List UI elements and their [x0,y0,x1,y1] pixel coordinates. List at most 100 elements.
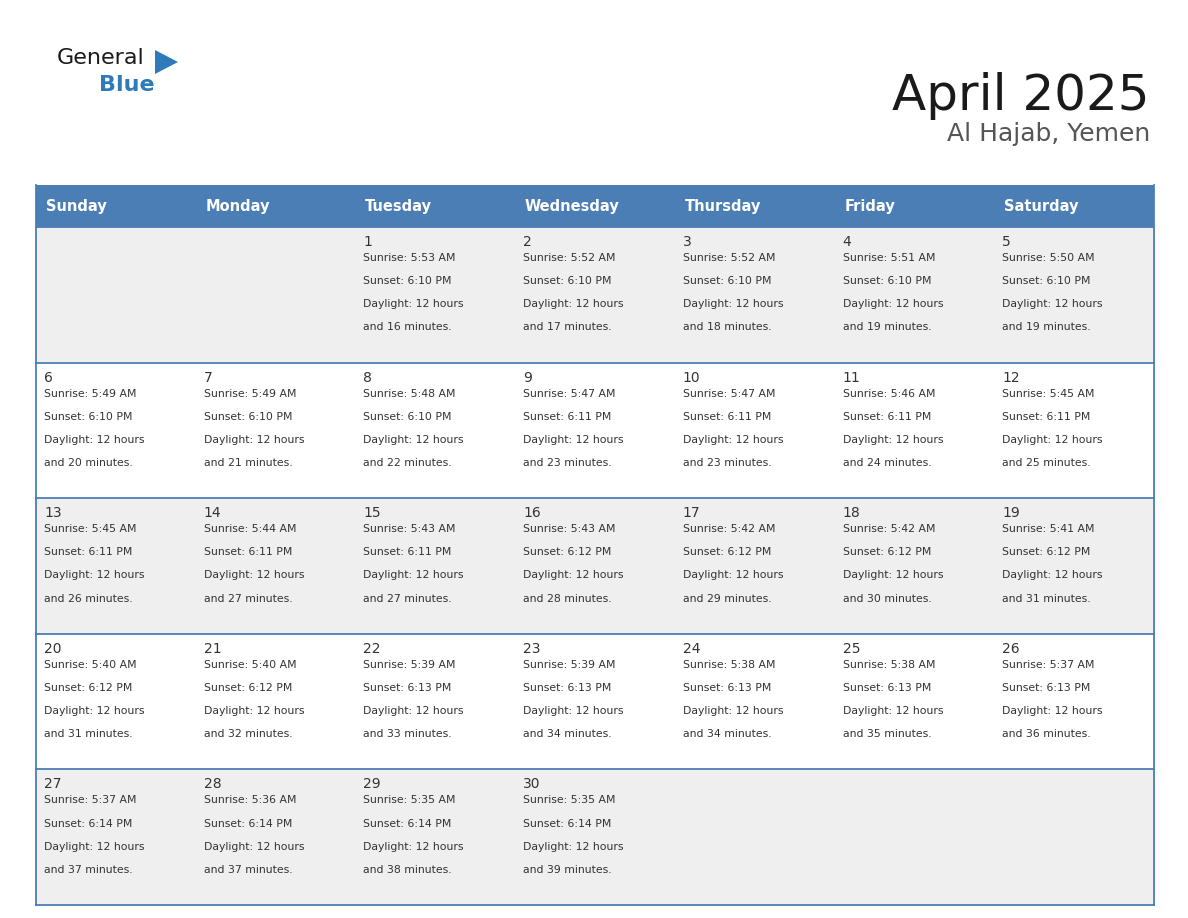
Text: 27: 27 [44,778,62,791]
Text: Sunset: 6:14 PM: Sunset: 6:14 PM [203,819,292,829]
Polygon shape [154,50,178,74]
Text: Friday: Friday [845,198,895,214]
Text: and 28 minutes.: and 28 minutes. [523,594,612,603]
Text: Daylight: 12 hours: Daylight: 12 hours [1003,435,1102,445]
Text: Sunset: 6:13 PM: Sunset: 6:13 PM [523,683,612,693]
Text: Daylight: 12 hours: Daylight: 12 hours [203,842,304,852]
Text: Sunrise: 5:41 AM: Sunrise: 5:41 AM [1003,524,1095,534]
Text: and 29 minutes.: and 29 minutes. [683,594,771,603]
Text: and 26 minutes.: and 26 minutes. [44,594,133,603]
Text: Sunset: 6:13 PM: Sunset: 6:13 PM [683,683,771,693]
Text: Daylight: 12 hours: Daylight: 12 hours [364,299,465,309]
Text: Sunset: 6:11 PM: Sunset: 6:11 PM [364,547,451,557]
Text: Sunset: 6:14 PM: Sunset: 6:14 PM [364,819,451,829]
Bar [994,185,1154,227]
Text: 1: 1 [364,235,372,249]
Text: Sunset: 6:14 PM: Sunset: 6:14 PM [44,819,132,829]
Text: Sunrise: 5:53 AM: Sunrise: 5:53 AM [364,253,456,263]
Text: Sunrise: 5:50 AM: Sunrise: 5:50 AM [1003,253,1095,263]
Text: and 34 minutes.: and 34 minutes. [523,729,612,739]
Text: Daylight: 12 hours: Daylight: 12 hours [683,435,783,445]
Text: and 37 minutes.: and 37 minutes. [44,865,133,875]
Text: Sunset: 6:12 PM: Sunset: 6:12 PM [203,683,292,693]
Text: and 22 minutes.: and 22 minutes. [364,458,453,468]
Text: Sunrise: 5:46 AM: Sunrise: 5:46 AM [842,388,935,398]
Text: Sunday: Sunday [45,198,107,214]
Text: Daylight: 12 hours: Daylight: 12 hours [44,706,145,716]
Text: Daylight: 12 hours: Daylight: 12 hours [44,435,145,445]
Text: and 36 minutes.: and 36 minutes. [1003,729,1091,739]
Text: Daylight: 12 hours: Daylight: 12 hours [523,706,624,716]
Text: Sunset: 6:12 PM: Sunset: 6:12 PM [44,683,132,693]
Text: 17: 17 [683,506,701,521]
Text: Sunrise: 5:37 AM: Sunrise: 5:37 AM [1003,660,1095,670]
Text: 11: 11 [842,371,860,385]
Text: Sunset: 6:11 PM: Sunset: 6:11 PM [1003,411,1091,421]
Text: 16: 16 [523,506,541,521]
Text: Sunset: 6:10 PM: Sunset: 6:10 PM [364,411,451,421]
Text: Sunset: 6:10 PM: Sunset: 6:10 PM [44,411,133,421]
Text: Sunset: 6:10 PM: Sunset: 6:10 PM [683,276,771,286]
Text: 7: 7 [203,371,213,385]
Text: Sunrise: 5:52 AM: Sunrise: 5:52 AM [683,253,776,263]
Text: and 25 minutes.: and 25 minutes. [1003,458,1091,468]
Text: Daylight: 12 hours: Daylight: 12 hours [523,842,624,852]
Text: Daylight: 12 hours: Daylight: 12 hours [683,299,783,309]
Text: and 23 minutes.: and 23 minutes. [683,458,771,468]
Text: Sunrise: 5:52 AM: Sunrise: 5:52 AM [523,253,615,263]
Text: Sunset: 6:13 PM: Sunset: 6:13 PM [842,683,931,693]
Text: Sunrise: 5:48 AM: Sunrise: 5:48 AM [364,388,456,398]
Text: 29: 29 [364,778,381,791]
Text: and 34 minutes.: and 34 minutes. [683,729,771,739]
Text: Monday: Monday [206,198,270,214]
Text: and 30 minutes.: and 30 minutes. [842,594,931,603]
Bar [675,185,835,227]
Text: Sunrise: 5:40 AM: Sunrise: 5:40 AM [44,660,137,670]
Text: Thursday: Thursday [684,198,760,214]
Text: Sunset: 6:11 PM: Sunset: 6:11 PM [203,547,292,557]
Text: 6: 6 [44,371,52,385]
Text: Daylight: 12 hours: Daylight: 12 hours [203,435,304,445]
Text: and 32 minutes.: and 32 minutes. [203,729,292,739]
Text: Sunrise: 5:43 AM: Sunrise: 5:43 AM [523,524,615,534]
Text: Daylight: 12 hours: Daylight: 12 hours [364,435,465,445]
Text: Sunrise: 5:45 AM: Sunrise: 5:45 AM [44,524,137,534]
Text: Sunrise: 5:43 AM: Sunrise: 5:43 AM [364,524,456,534]
Text: 21: 21 [203,642,221,655]
Text: Sunrise: 5:35 AM: Sunrise: 5:35 AM [364,795,456,805]
Text: 30: 30 [523,778,541,791]
Text: Daylight: 12 hours: Daylight: 12 hours [683,570,783,580]
Text: Blue: Blue [99,75,154,95]
Text: Saturday: Saturday [1004,198,1079,214]
Text: Sunrise: 5:40 AM: Sunrise: 5:40 AM [203,660,296,670]
Text: Sunset: 6:10 PM: Sunset: 6:10 PM [1003,276,1091,286]
Text: 14: 14 [203,506,221,521]
Text: Sunset: 6:10 PM: Sunset: 6:10 PM [523,276,612,286]
Text: and 16 minutes.: and 16 minutes. [364,322,453,332]
Text: 10: 10 [683,371,701,385]
Text: General: General [57,48,145,68]
Text: and 20 minutes.: and 20 minutes. [44,458,133,468]
Bar [516,185,675,227]
Text: Daylight: 12 hours: Daylight: 12 hours [44,842,145,852]
Text: Sunrise: 5:39 AM: Sunrise: 5:39 AM [364,660,456,670]
Text: Sunrise: 5:42 AM: Sunrise: 5:42 AM [842,524,935,534]
Text: 22: 22 [364,642,381,655]
Text: 20: 20 [44,642,62,655]
Text: Sunrise: 5:49 AM: Sunrise: 5:49 AM [203,388,296,398]
Text: and 18 minutes.: and 18 minutes. [683,322,771,332]
Text: Sunrise: 5:42 AM: Sunrise: 5:42 AM [683,524,776,534]
Text: Sunrise: 5:37 AM: Sunrise: 5:37 AM [44,795,137,805]
Bar [36,498,1154,633]
Text: 12: 12 [1003,371,1019,385]
Bar [36,227,1154,363]
Bar [36,769,1154,905]
Text: Daylight: 12 hours: Daylight: 12 hours [203,570,304,580]
Text: and 35 minutes.: and 35 minutes. [842,729,931,739]
Text: Sunset: 6:11 PM: Sunset: 6:11 PM [842,411,931,421]
Text: Sunrise: 5:39 AM: Sunrise: 5:39 AM [523,660,615,670]
Text: and 21 minutes.: and 21 minutes. [203,458,292,468]
Text: Daylight: 12 hours: Daylight: 12 hours [842,435,943,445]
Text: and 27 minutes.: and 27 minutes. [203,594,292,603]
Text: Sunset: 6:10 PM: Sunset: 6:10 PM [203,411,292,421]
